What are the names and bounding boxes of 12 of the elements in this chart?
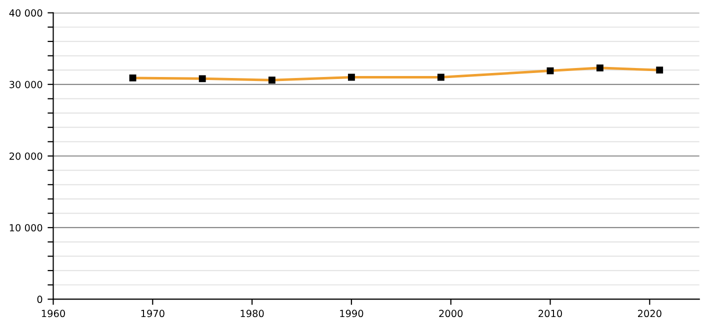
y-tick-label: 10 000 [10,224,42,232]
x-tick-label: 1990 [340,310,364,318]
x-tick-label: 2000 [439,310,463,318]
y-tick-label: 0 [37,296,42,304]
y-tick-label: 40 000 [9,9,42,17]
x-tick-label: 2020 [638,310,662,318]
x-tick-label: 1980 [240,310,264,318]
x-tick-label: 2010 [538,310,562,318]
x-tick-label: 1970 [141,310,164,318]
x-tick-label: 1960 [42,310,65,318]
y-tick-label: 30 000 [10,80,42,88]
y-tick-label: 20 000 [10,152,42,160]
